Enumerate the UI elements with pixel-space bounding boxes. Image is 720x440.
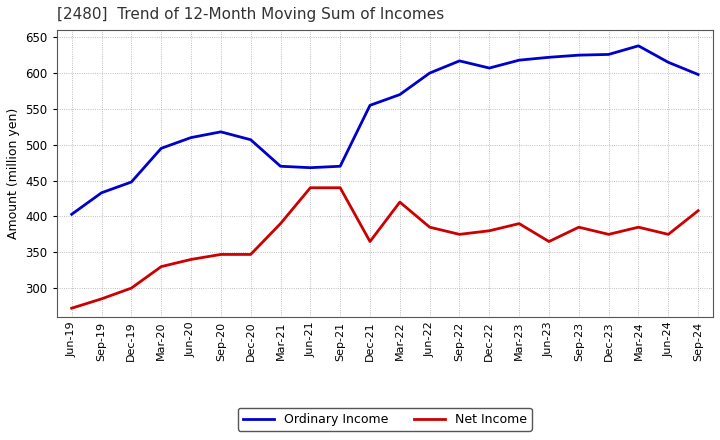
Net Income — [276, 221, 285, 226]
Net Income — [634, 224, 643, 230]
Ordinary Income — [246, 137, 255, 143]
Net Income — [544, 239, 553, 244]
Net Income — [68, 305, 76, 311]
Ordinary Income — [68, 212, 76, 217]
Ordinary Income — [426, 70, 434, 76]
Net Income — [366, 239, 374, 244]
Net Income — [186, 257, 195, 262]
Net Income — [604, 232, 613, 237]
Ordinary Income — [157, 146, 166, 151]
Legend: Ordinary Income, Net Income: Ordinary Income, Net Income — [238, 408, 532, 431]
Net Income — [664, 232, 672, 237]
Ordinary Income — [366, 103, 374, 108]
Ordinary Income — [186, 135, 195, 140]
Net Income — [127, 286, 135, 291]
Ordinary Income — [336, 164, 344, 169]
Net Income — [97, 296, 106, 301]
Net Income — [694, 208, 703, 213]
Ordinary Income — [694, 72, 703, 77]
Net Income — [485, 228, 494, 233]
Y-axis label: Amount (million yen): Amount (million yen) — [7, 108, 20, 239]
Ordinary Income — [485, 66, 494, 71]
Ordinary Income — [634, 43, 643, 48]
Ordinary Income — [97, 190, 106, 195]
Ordinary Income — [575, 52, 583, 58]
Net Income — [336, 185, 344, 191]
Ordinary Income — [276, 164, 285, 169]
Net Income — [395, 199, 404, 205]
Ordinary Income — [306, 165, 315, 170]
Ordinary Income — [664, 60, 672, 65]
Net Income — [217, 252, 225, 257]
Ordinary Income — [455, 58, 464, 63]
Net Income — [515, 221, 523, 226]
Ordinary Income — [395, 92, 404, 97]
Ordinary Income — [515, 58, 523, 63]
Net Income — [426, 224, 434, 230]
Ordinary Income — [544, 55, 553, 60]
Ordinary Income — [127, 180, 135, 185]
Net Income — [575, 224, 583, 230]
Net Income — [306, 185, 315, 191]
Line: Net Income: Net Income — [72, 188, 698, 308]
Ordinary Income — [217, 129, 225, 135]
Net Income — [246, 252, 255, 257]
Net Income — [455, 232, 464, 237]
Text: [2480]  Trend of 12-Month Moving Sum of Incomes: [2480] Trend of 12-Month Moving Sum of I… — [57, 7, 444, 22]
Line: Ordinary Income: Ordinary Income — [72, 46, 698, 214]
Ordinary Income — [604, 52, 613, 57]
Net Income — [157, 264, 166, 269]
